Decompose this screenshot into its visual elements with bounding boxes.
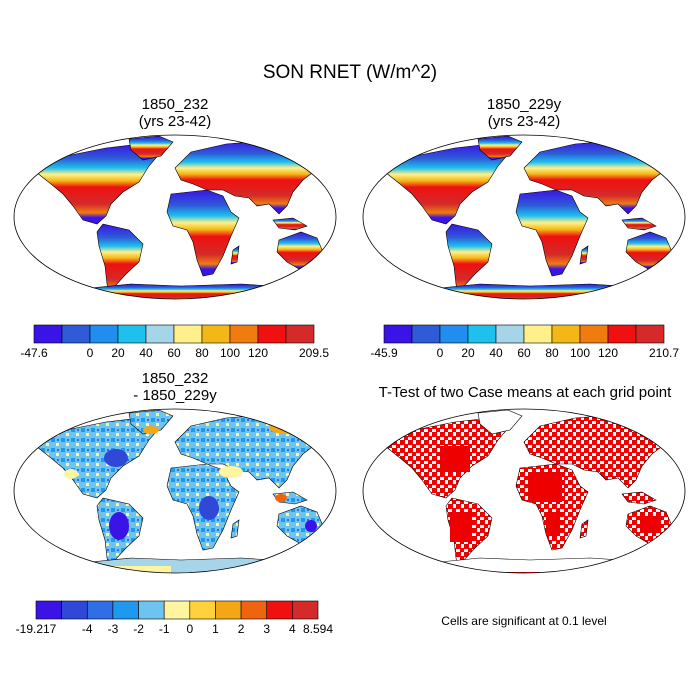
colorbar-swatch (61, 600, 88, 620)
colorbar-swatch (117, 324, 147, 344)
colorbar-swatch (467, 324, 497, 344)
colorbar-swatch (201, 324, 231, 344)
panel-title-line1: 1850_232 (141, 370, 209, 387)
panel-title-diff: 1850_232 - 1850_229y (14, 370, 336, 404)
panel-title-line1: 1850_229y (486, 96, 562, 113)
colorbar-swatch (266, 600, 293, 620)
colorbar-tick-label: -3 (107, 622, 119, 636)
colorbar-tick-label: 3 (263, 622, 271, 636)
map-case1 (13, 134, 337, 300)
ttest-note: Cells are significant at 0.1 level (441, 614, 607, 628)
colorbar-swatch (35, 600, 62, 620)
colorbar-swatch (523, 324, 553, 344)
colorbar-swatch (138, 600, 165, 620)
colorbar-case2 (383, 324, 665, 344)
colorbar-swatch (285, 324, 315, 344)
colorbar-swatch (86, 600, 114, 620)
colorbar-swatch (257, 324, 287, 344)
panel-title-line1: 1850_232 (141, 96, 209, 113)
colorbar-swatch (551, 324, 581, 344)
colorbar-swatch (579, 324, 609, 344)
colorbar-min-label: -19.217 (15, 622, 57, 636)
colorbar-swatch (163, 600, 191, 620)
map-frame (362, 134, 686, 300)
colorbar-ticks-case2: -45.9 210.7 0 20 40 60 80 100 120 (370, 346, 679, 362)
colorbar-tick-label: 20 (111, 346, 125, 360)
panel-title-line2: - 1850_229y (133, 387, 217, 404)
map-frame (13, 134, 337, 300)
colorbar-tick-label: 0 (436, 346, 444, 360)
colorbar-swatch (229, 324, 259, 344)
colorbar-swatch (189, 600, 216, 620)
colorbar-swatch (607, 324, 637, 344)
colorbar-swatch (292, 600, 319, 620)
colorbar-swatch (173, 324, 203, 344)
colorbar-tick-label: 40 (489, 346, 503, 360)
colorbar-tick-label: 40 (139, 346, 153, 360)
significance-blocks (440, 446, 660, 573)
colorbar-tick-label: 60 (167, 346, 181, 360)
colorbar-tick-label: 4 (289, 622, 296, 636)
panel-title-ttest: T-Test of two Case means at each grid po… (355, 384, 695, 401)
colorbar-swatch (112, 600, 139, 620)
colorbar-tick-label: 120 (597, 346, 619, 360)
colorbar-swatch (215, 600, 242, 620)
map-frame (362, 408, 686, 574)
colorbar-tick-label: 80 (195, 346, 209, 360)
colorbar-tick-label: 20 (461, 346, 475, 360)
colorbar-tick-label: 100 (219, 346, 241, 360)
colorbar-swatch (411, 324, 441, 344)
colorbar-swatch (89, 324, 119, 344)
colorbar-tick-label: 0 (86, 346, 94, 360)
panel-title-line2: (yrs 23-42) (138, 113, 212, 130)
colorbar-max-label: 209.5 (298, 346, 330, 360)
colorbar-tick-label: 100 (569, 346, 591, 360)
colorbar-swatch (61, 324, 91, 344)
colorbar-ticks-diff: -19.217 8.594 -4 -3 -2 -1 0 1 2 3 4 (16, 622, 333, 638)
colorbar-tick-label: 0 (186, 622, 194, 636)
colorbar-min-label: -47.6 (20, 346, 48, 360)
colorbar-swatch (439, 324, 469, 344)
colorbar-case1 (33, 324, 315, 344)
panel-title-case2: 1850_229y (yrs 23-42) (361, 96, 687, 130)
colorbar-ticks-case1: -47.6 209.5 0 20 40 60 80 100 120 (20, 346, 329, 362)
colorbar-tick-label: 1 (212, 622, 219, 636)
colorbar-max-label: 210.7 (648, 346, 680, 360)
colorbar-tick-label: 60 (517, 346, 531, 360)
colorbar-swatch (495, 324, 525, 344)
colorbar-tick-label: 80 (545, 346, 559, 360)
colorbar-tick-label: -2 (133, 622, 144, 636)
map-diff (13, 408, 337, 574)
colorbar-diff (35, 600, 319, 620)
panel-title-line2: (yrs 23-42) (487, 113, 561, 130)
panel-title-case1: 1850_232 (yrs 23-42) (14, 96, 336, 130)
colorbar-swatch (33, 324, 63, 344)
map-ttest (362, 408, 686, 574)
colorbar-swatch (240, 600, 268, 620)
map-frame (13, 408, 337, 574)
panel-title-line1: T-Test of two Case means at each grid po… (378, 384, 672, 401)
map-case2 (362, 134, 686, 300)
colorbar-swatch (145, 324, 175, 344)
colorbar-swatch (383, 324, 413, 344)
colorbar-min-label: -45.9 (370, 346, 398, 360)
colorbar-swatch (635, 324, 665, 344)
colorbar-max-label: 8.594 (302, 622, 334, 636)
colorbar-tick-label: 2 (237, 622, 245, 636)
figure-title: SON RNET (W/m^2) (262, 62, 438, 83)
colorbar-tick-label: -4 (81, 622, 93, 636)
colorbar-tick-label: -1 (158, 622, 170, 636)
colorbar-tick-label: 120 (247, 346, 269, 360)
